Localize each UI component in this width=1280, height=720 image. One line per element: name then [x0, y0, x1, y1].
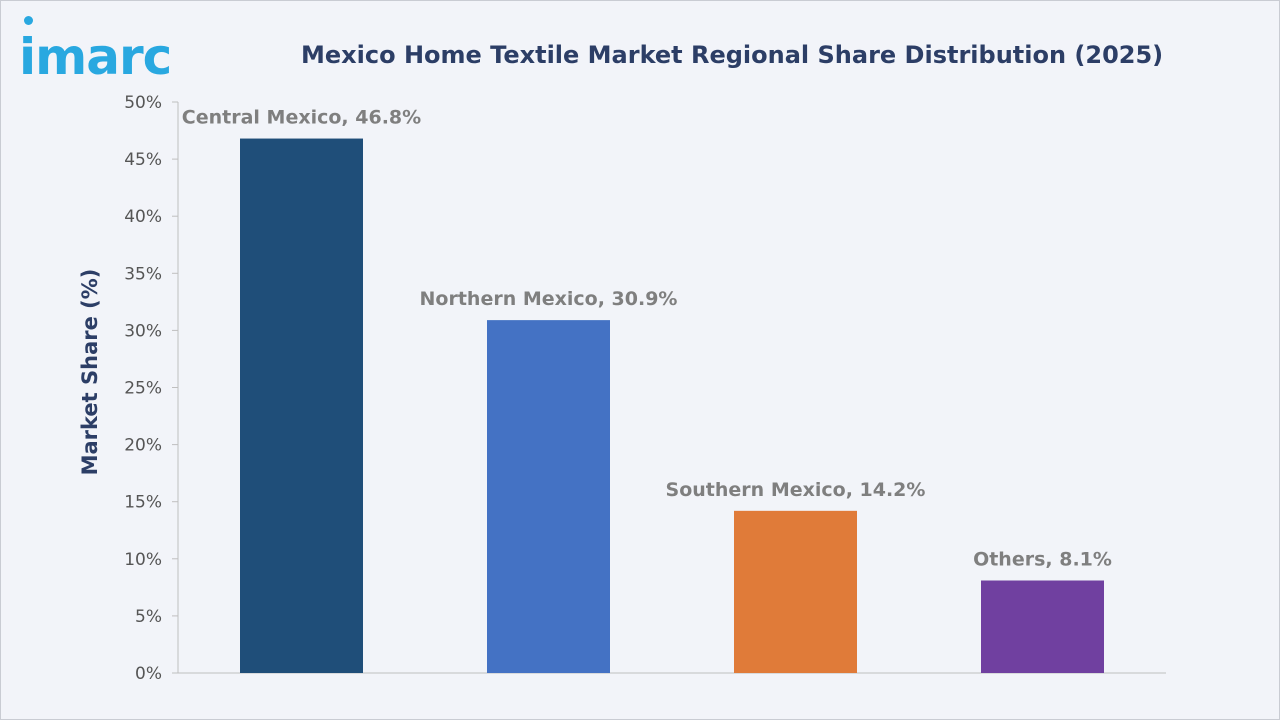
bar-southern-mexico	[734, 510, 857, 673]
bar-northern-mexico	[487, 320, 610, 673]
y-tick-label: 30%	[124, 321, 162, 341]
y-tick-label: 40%	[124, 207, 162, 227]
logo-dot	[24, 16, 33, 25]
data-label: Northern Mexico, 30.9%	[420, 288, 678, 310]
imarc-logo: imarc	[19, 28, 172, 86]
data-label: Southern Mexico, 14.2%	[666, 479, 926, 501]
y-tick-label: 15%	[124, 493, 162, 513]
y-tick-label: 0%	[135, 664, 162, 684]
bar-central-mexico	[240, 138, 363, 673]
y-tick-label: 25%	[124, 379, 162, 399]
y-tick-label: 45%	[124, 150, 162, 170]
y-tick-label: 20%	[124, 436, 162, 456]
y-tick-label: 5%	[135, 607, 162, 627]
data-label: Central Mexico, 46.8%	[182, 107, 421, 129]
y-tick-label: 10%	[124, 550, 162, 570]
bar-others	[981, 580, 1104, 673]
data-label: Others, 8.1%	[973, 548, 1112, 570]
y-tick-label: 50%	[124, 93, 162, 113]
y-tick-label: 35%	[124, 264, 162, 284]
